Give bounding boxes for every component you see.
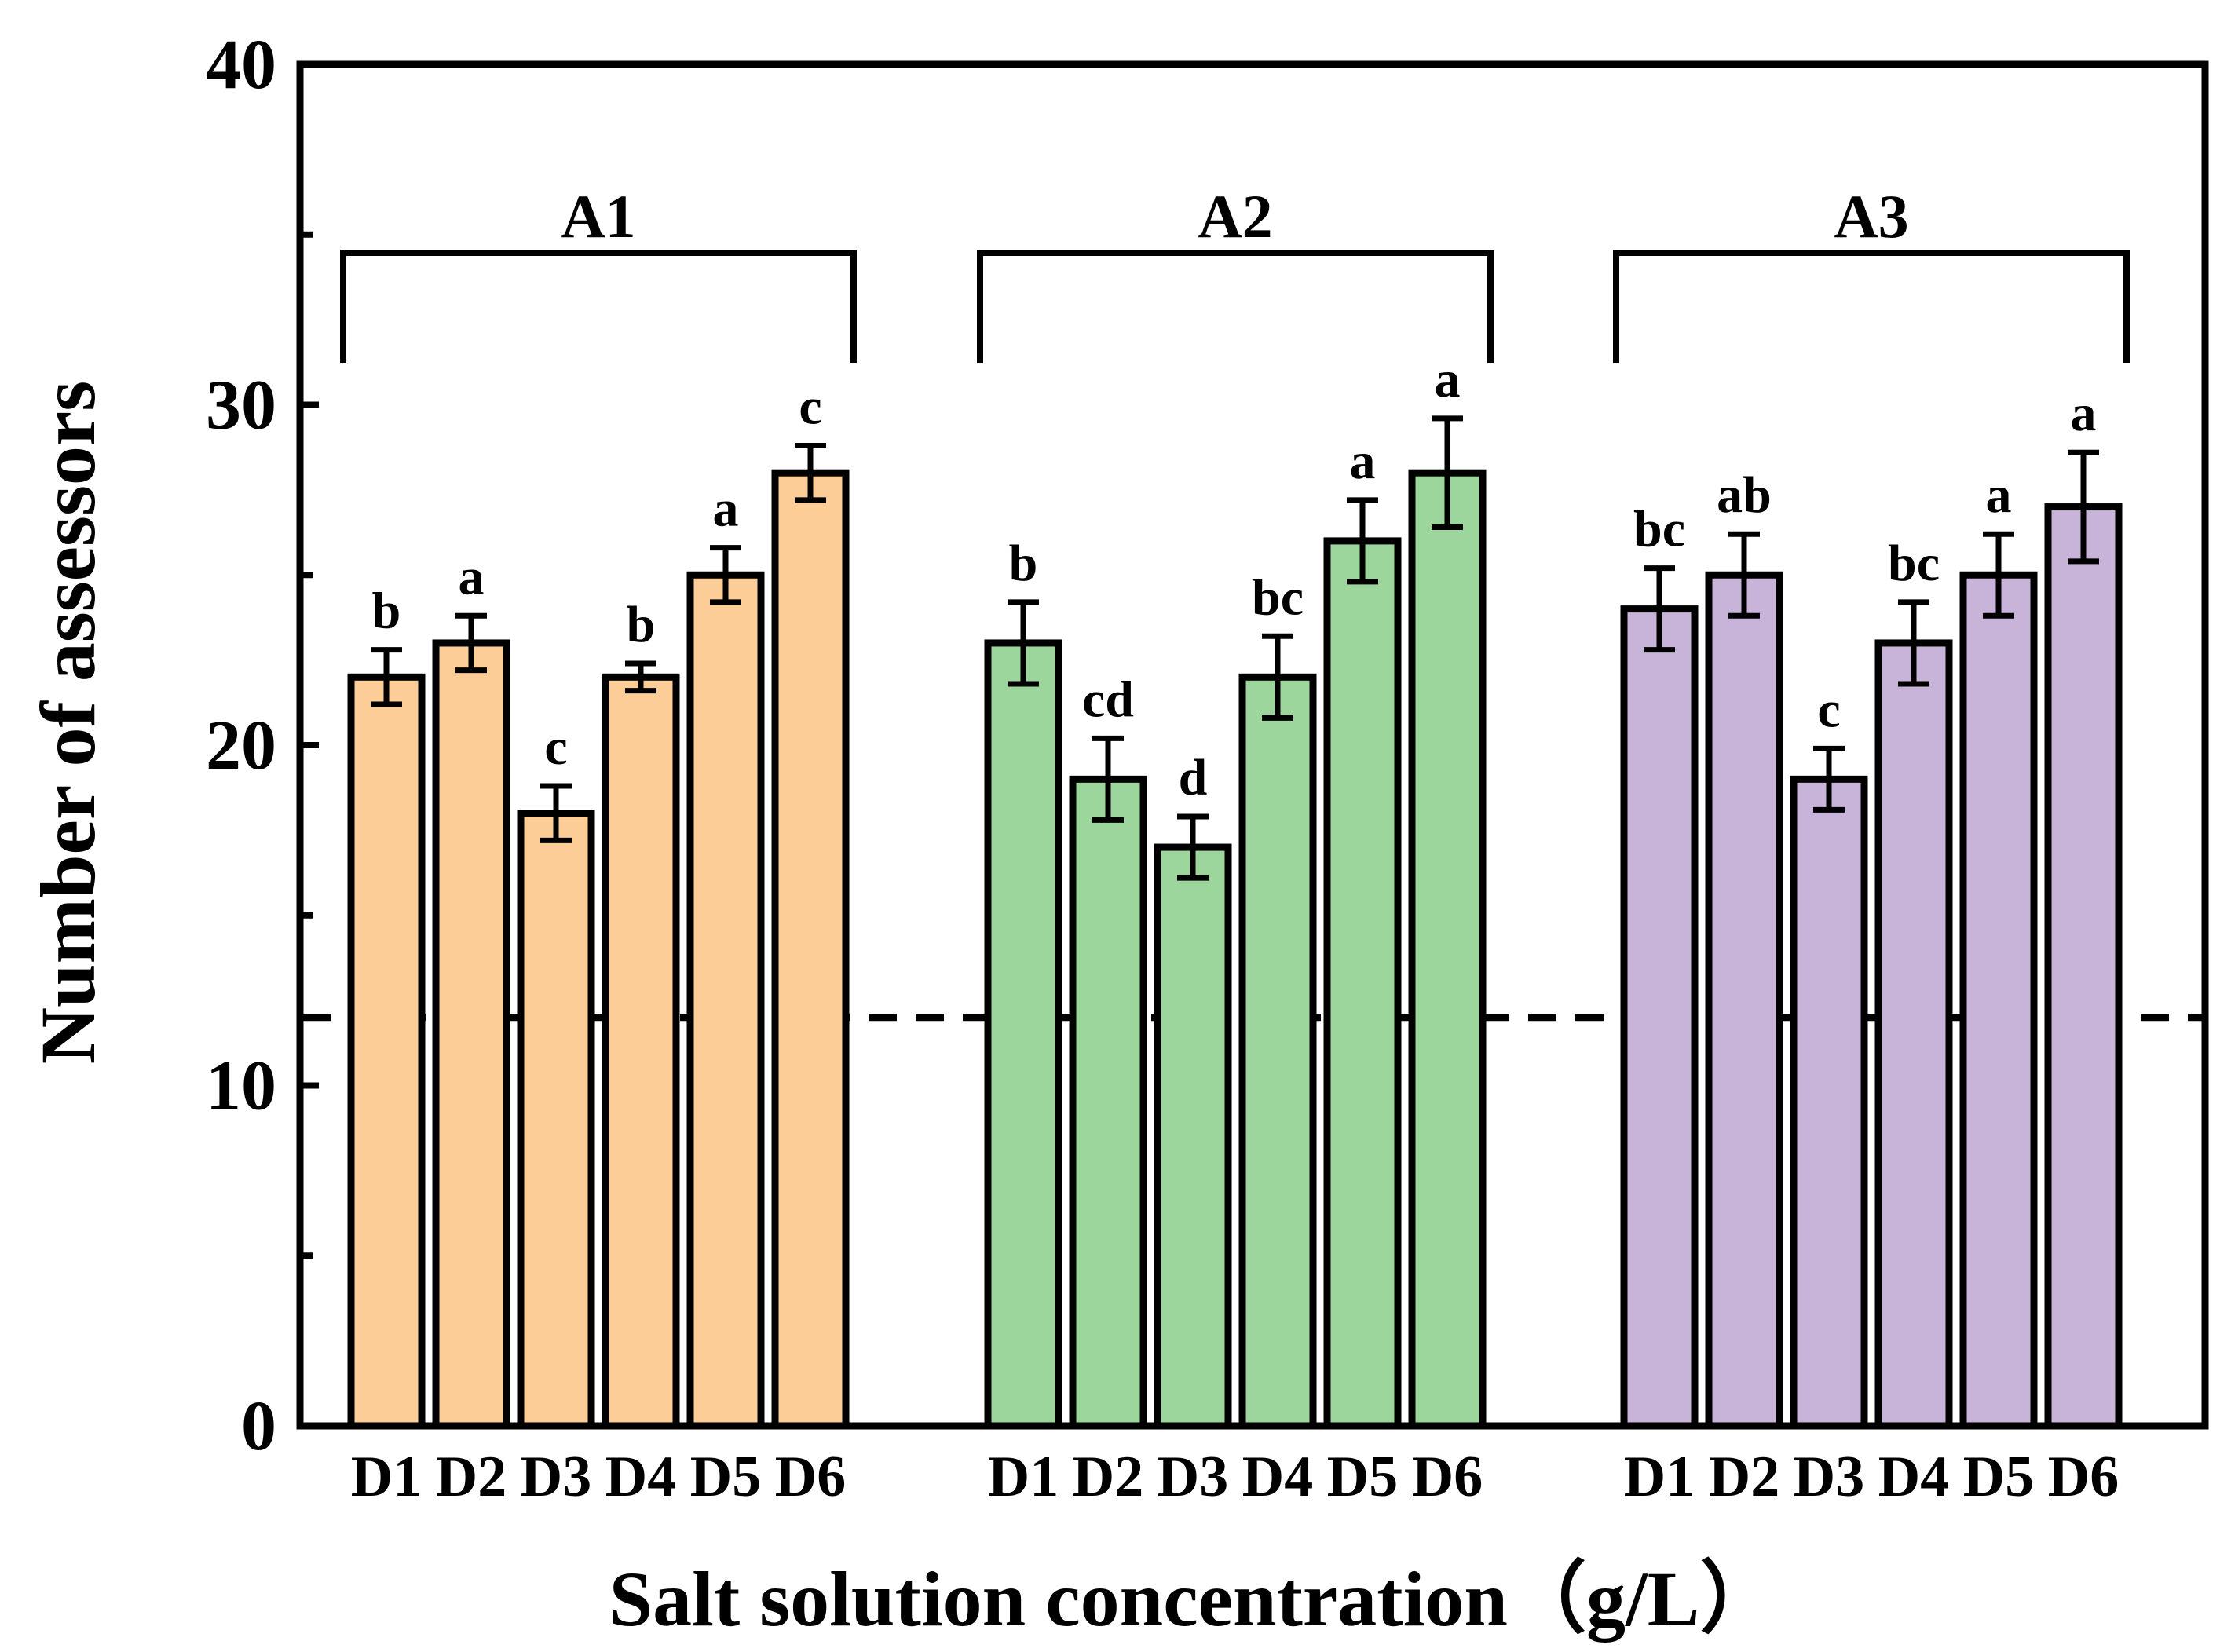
significance-letter: ab <box>1717 466 1772 524</box>
bar-A2-D2 <box>1069 775 1147 1430</box>
x-tick-label: D2 <box>1709 1445 1779 1509</box>
bar-A1-D4 <box>602 673 680 1430</box>
y-tick-label: 0 <box>241 1387 276 1465</box>
x-tick-label: D4 <box>1242 1445 1313 1509</box>
significance-letter: cd <box>1082 671 1134 728</box>
significance-letter: a <box>1350 433 1376 490</box>
bar-A2-D4 <box>1238 673 1317 1430</box>
x-tick-label: D6 <box>775 1445 846 1509</box>
bar-A1-D3 <box>517 810 595 1430</box>
bar-A3-D5 <box>1959 571 2038 1430</box>
significance-letter: bc <box>1633 501 1685 558</box>
x-tick-label: D1 <box>351 1445 422 1509</box>
x-tick-label: D3 <box>1794 1445 1864 1509</box>
x-tick-label: D5 <box>1327 1445 1398 1509</box>
x-tick-label: D3 <box>1158 1445 1228 1509</box>
group-bracket-A1 <box>340 250 857 363</box>
y-tick-label: 40 <box>206 26 276 104</box>
bar-A3-D1 <box>1620 605 1699 1430</box>
significance-letter: c <box>799 378 821 436</box>
significance-letter: b <box>627 596 656 653</box>
bar-A1-D2 <box>432 639 510 1430</box>
x-tick-label: D6 <box>1412 1445 1483 1509</box>
group-bracket-A2 <box>977 250 1494 363</box>
bar-A1-D5 <box>686 571 765 1430</box>
x-tick-label: D1 <box>1624 1445 1695 1509</box>
bar-A2-D3 <box>1154 843 1232 1430</box>
group-bracket-A3 <box>1613 250 2130 363</box>
x-tick-label: D6 <box>2048 1445 2119 1509</box>
significance-letter: a <box>1986 466 2012 524</box>
significance-letter: bc <box>1888 535 1940 592</box>
group-label: A1 <box>561 182 635 250</box>
significance-letter: a <box>713 481 739 538</box>
group-label: A3 <box>1834 182 1908 250</box>
x-tick-label: D4 <box>1878 1445 1949 1509</box>
significance-letter: c <box>1817 681 1840 738</box>
significance-letter: bc <box>1252 568 1304 626</box>
bar-A3-D4 <box>1874 639 1953 1430</box>
significance-letter: a <box>2071 385 2097 442</box>
bar-A2-D1 <box>984 639 1062 1430</box>
x-tick-label: D5 <box>690 1445 761 1509</box>
bar-A2-D6 <box>1408 469 1487 1430</box>
bar-A3-D3 <box>1790 775 1868 1430</box>
significance-letter: b <box>372 583 401 640</box>
y-axis: 0 10 20 30 40 <box>206 26 319 1465</box>
x-axis: D1 D2 D3 D4 D5 D6 D1 D2 D3 D4 D5 D6 D1 D2 D3 D4 D5 D6 <box>351 1445 2119 1509</box>
y-tick-label: 10 <box>206 1047 276 1125</box>
x-tick-label: D2 <box>436 1445 507 1509</box>
bar-A1-D6 <box>771 469 850 1430</box>
bar-A3-D6 <box>2044 503 2123 1430</box>
bar-A1-D1 <box>347 673 426 1430</box>
significance-letter: a <box>459 548 485 605</box>
x-axis-title: Salt solution concentration（g/L） <box>609 1555 1779 1643</box>
x-tick-label: D3 <box>521 1445 591 1509</box>
significance-letter: b <box>1009 535 1038 592</box>
y-tick-label: 20 <box>206 707 276 784</box>
x-tick-label: D5 <box>1963 1445 2034 1509</box>
y-tick-label: 30 <box>206 367 276 444</box>
bar-A2-D5 <box>1323 537 1402 1430</box>
x-tick-label: D1 <box>988 1445 1059 1509</box>
x-tick-label: D4 <box>605 1445 676 1509</box>
significance-letter: d <box>1179 749 1208 806</box>
significance-letter: c <box>544 718 567 776</box>
x-tick-label: D2 <box>1073 1445 1143 1509</box>
significance-letter: a <box>1435 351 1461 408</box>
y-axis-title: Number of assessors <box>24 381 112 1064</box>
group-label: A2 <box>1198 182 1272 250</box>
bar-A3-D2 <box>1705 571 1783 1430</box>
